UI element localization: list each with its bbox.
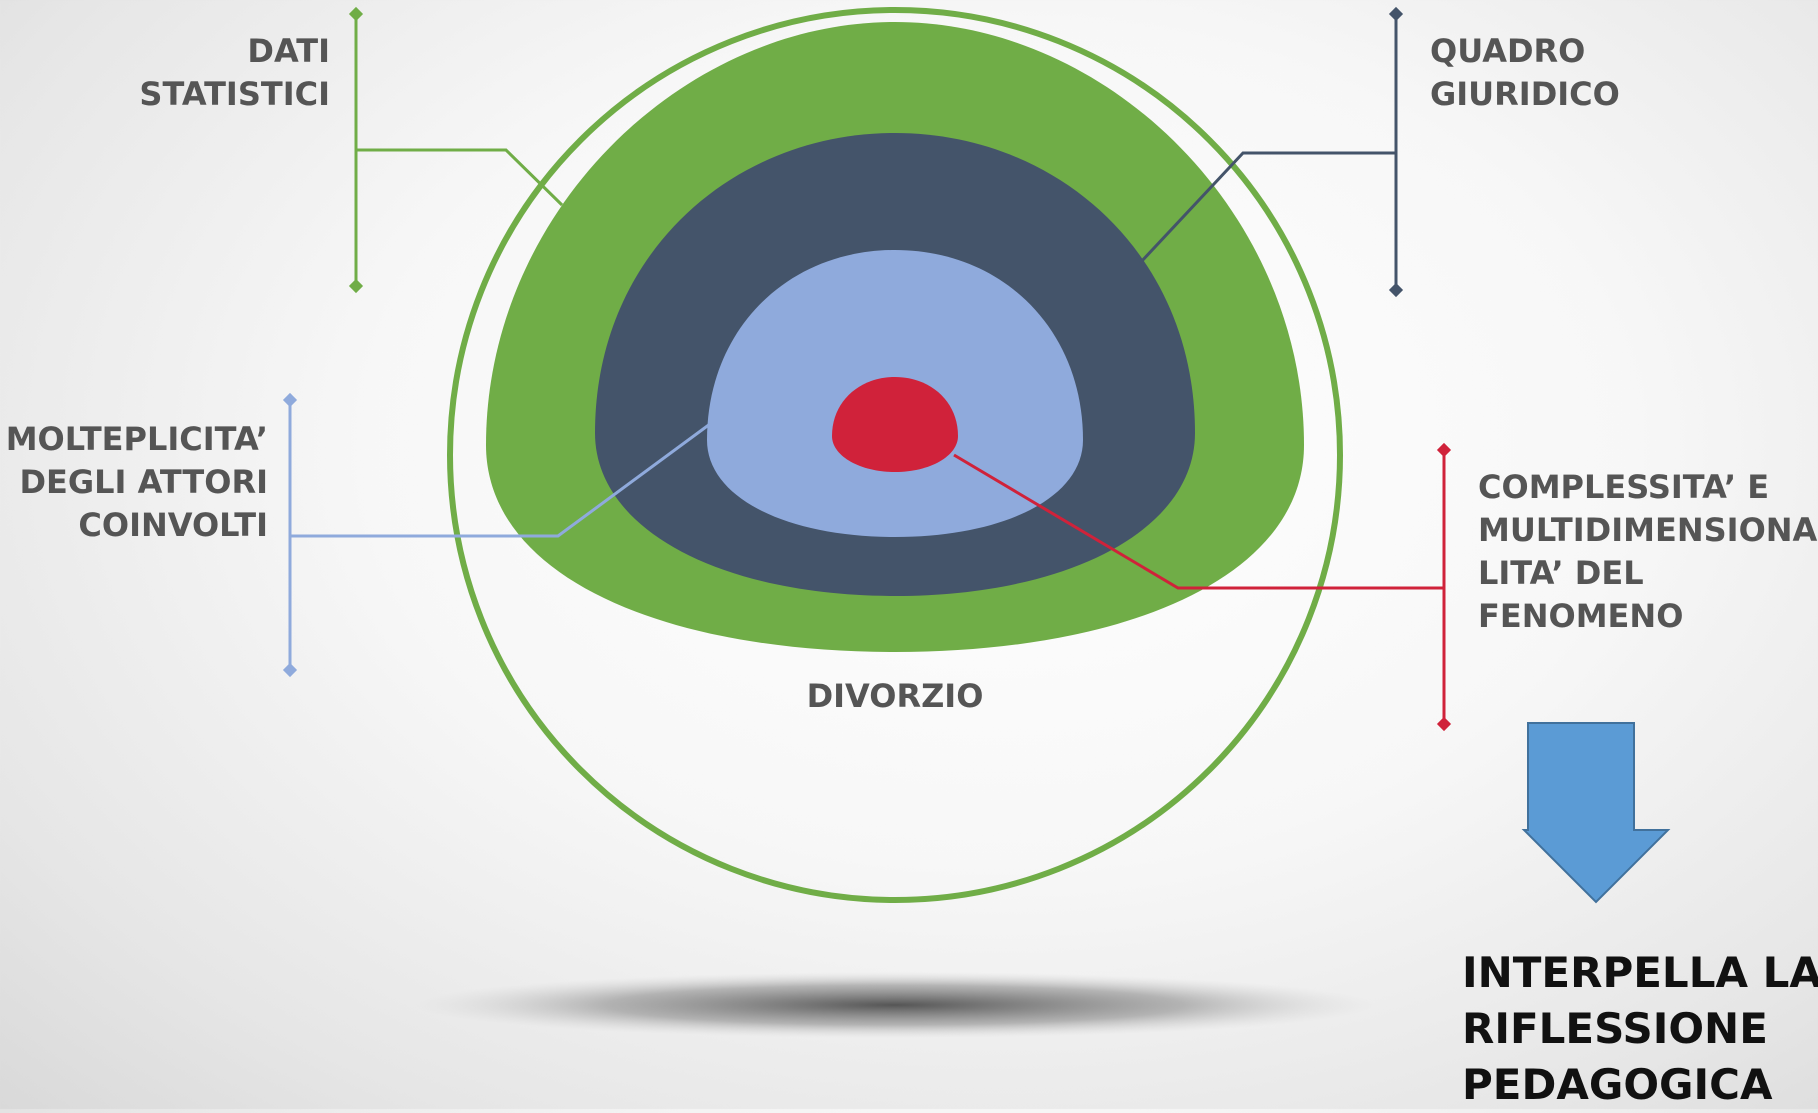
molteplicita-top-marker — [282, 392, 298, 408]
label-line: STATISTICI — [139, 75, 330, 113]
dati-statistici-top-marker — [348, 6, 364, 22]
quadro-giuridico-connector — [1138, 14, 1398, 290]
center-label-divorzio: DIVORZIO — [745, 675, 1045, 718]
complessita-top-marker — [1436, 442, 1452, 458]
label-line: MULTIDIMENSIONA — [1478, 511, 1818, 549]
label-line: FENOMENO — [1478, 597, 1684, 635]
label-line: DATI — [247, 32, 330, 70]
conclusion-line: PEDAGOGICA — [1462, 1060, 1773, 1109]
label-line: GIURIDICO — [1430, 75, 1620, 113]
quadro-giuridico-bottom-marker — [1388, 282, 1404, 298]
label-line: COMPLESSITA’ E — [1478, 468, 1770, 506]
dati-statistici-connector — [354, 14, 564, 286]
label-line: QUADRO — [1430, 32, 1586, 70]
down-arrow-icon — [1521, 722, 1671, 904]
label-quadro-giuridico: QUADRO GIURIDICO — [1430, 30, 1690, 116]
outer-sphere-outline — [447, 7, 1343, 903]
label-line: DEGLI ATTORI — [19, 463, 268, 501]
label-complessita: COMPLESSITA’ E MULTIDIMENSIONA LITA’ DEL… — [1478, 466, 1818, 638]
complessita-connector — [953, 450, 1446, 724]
red-core — [832, 377, 958, 472]
quadro-giuridico-top-marker — [1388, 6, 1404, 22]
dati-statistici-bottom-marker — [348, 278, 364, 294]
conclusion-line: RIFLESSIONE — [1462, 1004, 1768, 1053]
label-line: DIVORZIO — [806, 677, 984, 715]
label-dati-statistici: DATI STATISTICI — [120, 30, 330, 116]
molteplicita-connector — [288, 400, 711, 670]
conclusion-line: INTERPELLA LA — [1462, 948, 1818, 997]
label-line: LITA’ DEL — [1478, 554, 1644, 592]
sphere-shadow — [415, 972, 1375, 1038]
complessita-bottom-marker — [1436, 716, 1452, 732]
molteplicita-bottom-marker — [282, 662, 298, 678]
label-line: COINVOLTI — [78, 506, 268, 544]
label-molteplicita: MOLTEPLICITA’ DEGLI ATTORI COINVOLTI — [0, 418, 268, 547]
label-line: MOLTEPLICITA’ — [5, 420, 268, 458]
conclusion-text: INTERPELLA LA RIFLESSIONE PEDAGOGICA — [1462, 945, 1818, 1113]
